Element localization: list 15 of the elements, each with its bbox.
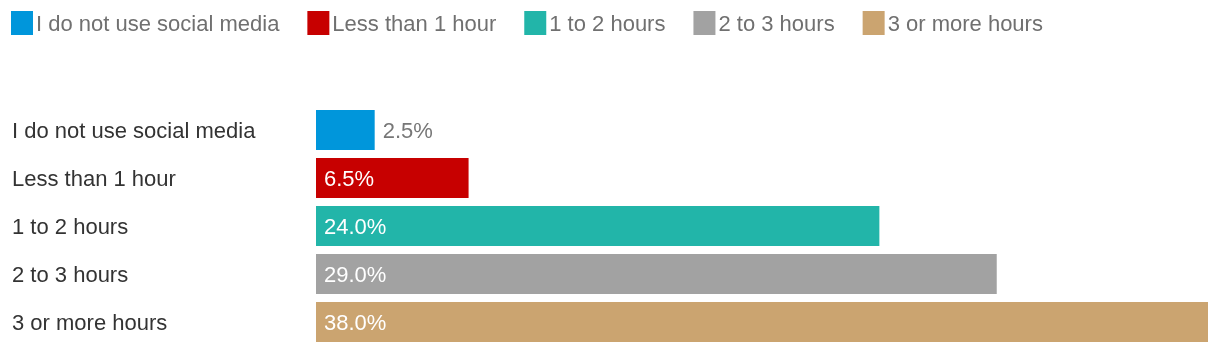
- data-label: 38.0%: [324, 309, 387, 335]
- y-tick-label: I do not use social media: [12, 117, 257, 143]
- y-tick-label: 3 or more hours: [12, 309, 168, 335]
- data-label: 29.0%: [324, 261, 387, 287]
- legend-label: Less than 1 hour: [332, 10, 497, 36]
- y-tick-label: Less than 1 hour: [12, 165, 176, 191]
- y-tick-label: 2 to 3 hours: [12, 261, 129, 287]
- legend-label: 2 to 3 hours: [718, 10, 835, 36]
- data-label: 24.0%: [324, 213, 387, 239]
- y-tick-label: 1 to 2 hours: [12, 213, 129, 239]
- data-label: 6.5%: [324, 165, 375, 191]
- legend-label: 1 to 2 hours: [549, 10, 666, 36]
- legend-label: I do not use social media: [36, 10, 281, 36]
- data-label: 2.5%: [382, 117, 433, 143]
- legend-label: 3 or more hours: [887, 10, 1043, 36]
